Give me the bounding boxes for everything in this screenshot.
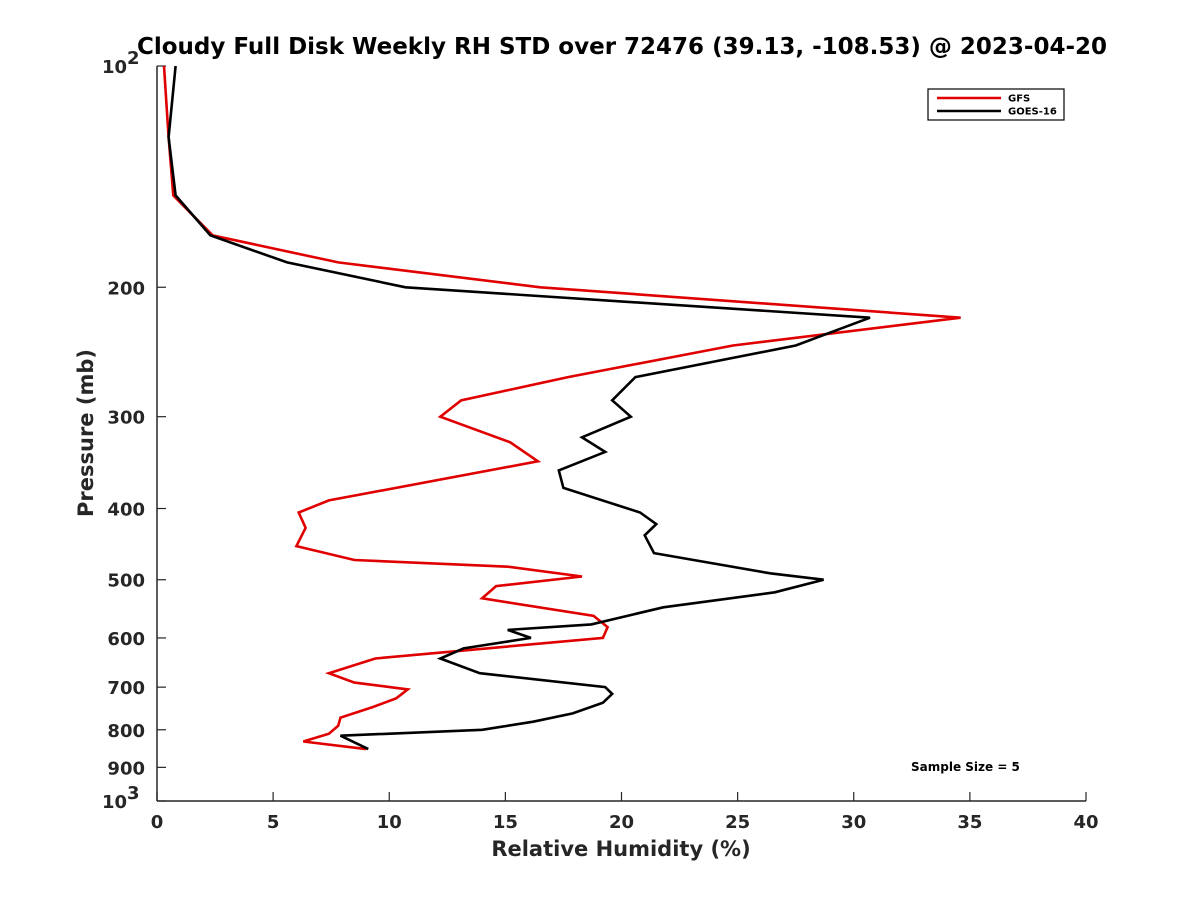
legend-box: [927, 88, 1065, 121]
series-line-goes-16: [167, 65, 871, 751]
x-tick-label: 0: [151, 812, 164, 833]
y-tick-label: 600: [107, 629, 145, 650]
x-ticks: 0 5 10 15 20 25 30 35 40: [151, 792, 1099, 833]
x-tick-label: 35: [957, 812, 982, 833]
y-tick-label: 200: [107, 278, 145, 299]
x-tick-label: 40: [1073, 812, 1098, 833]
x-tick-label: 5: [267, 812, 280, 833]
x-tick-label: 25: [725, 812, 750, 833]
y-tick-label-base: 10: [102, 792, 127, 813]
x-tick-label: 10: [377, 812, 402, 833]
y-tick-label-exponent: 3: [127, 783, 140, 804]
legend-label: GFS: [1008, 94, 1030, 105]
y-tick-label: 900: [107, 758, 145, 779]
x-tick-label: 15: [493, 812, 518, 833]
chart-title: Cloudy Full Disk Weekly RH STD over 7247…: [137, 34, 1107, 60]
y-tick-label: 400: [107, 500, 145, 521]
y-axis-label: Pressure (mb): [74, 349, 98, 517]
series-line-gfs: [162, 65, 961, 751]
y-tick-label-base: 10: [102, 57, 127, 78]
x-tick-label: 20: [609, 812, 634, 833]
y-tick-label: 300: [107, 408, 145, 429]
y-tick-label: 800: [107, 721, 145, 742]
x-axis-label: Relative Humidity (%): [491, 837, 750, 861]
y-tick-label-exponent: 2: [127, 48, 140, 69]
legend: GFS GOES-16: [927, 88, 1065, 121]
y-tick-label: 700: [107, 678, 145, 699]
sample-size-annotation: Sample Size = 5: [911, 760, 1020, 774]
series-layer: [162, 65, 961, 751]
legend-label: GOES-16: [1008, 107, 1057, 118]
y-tick-label: 500: [107, 571, 145, 592]
x-tick-label: 30: [841, 812, 866, 833]
